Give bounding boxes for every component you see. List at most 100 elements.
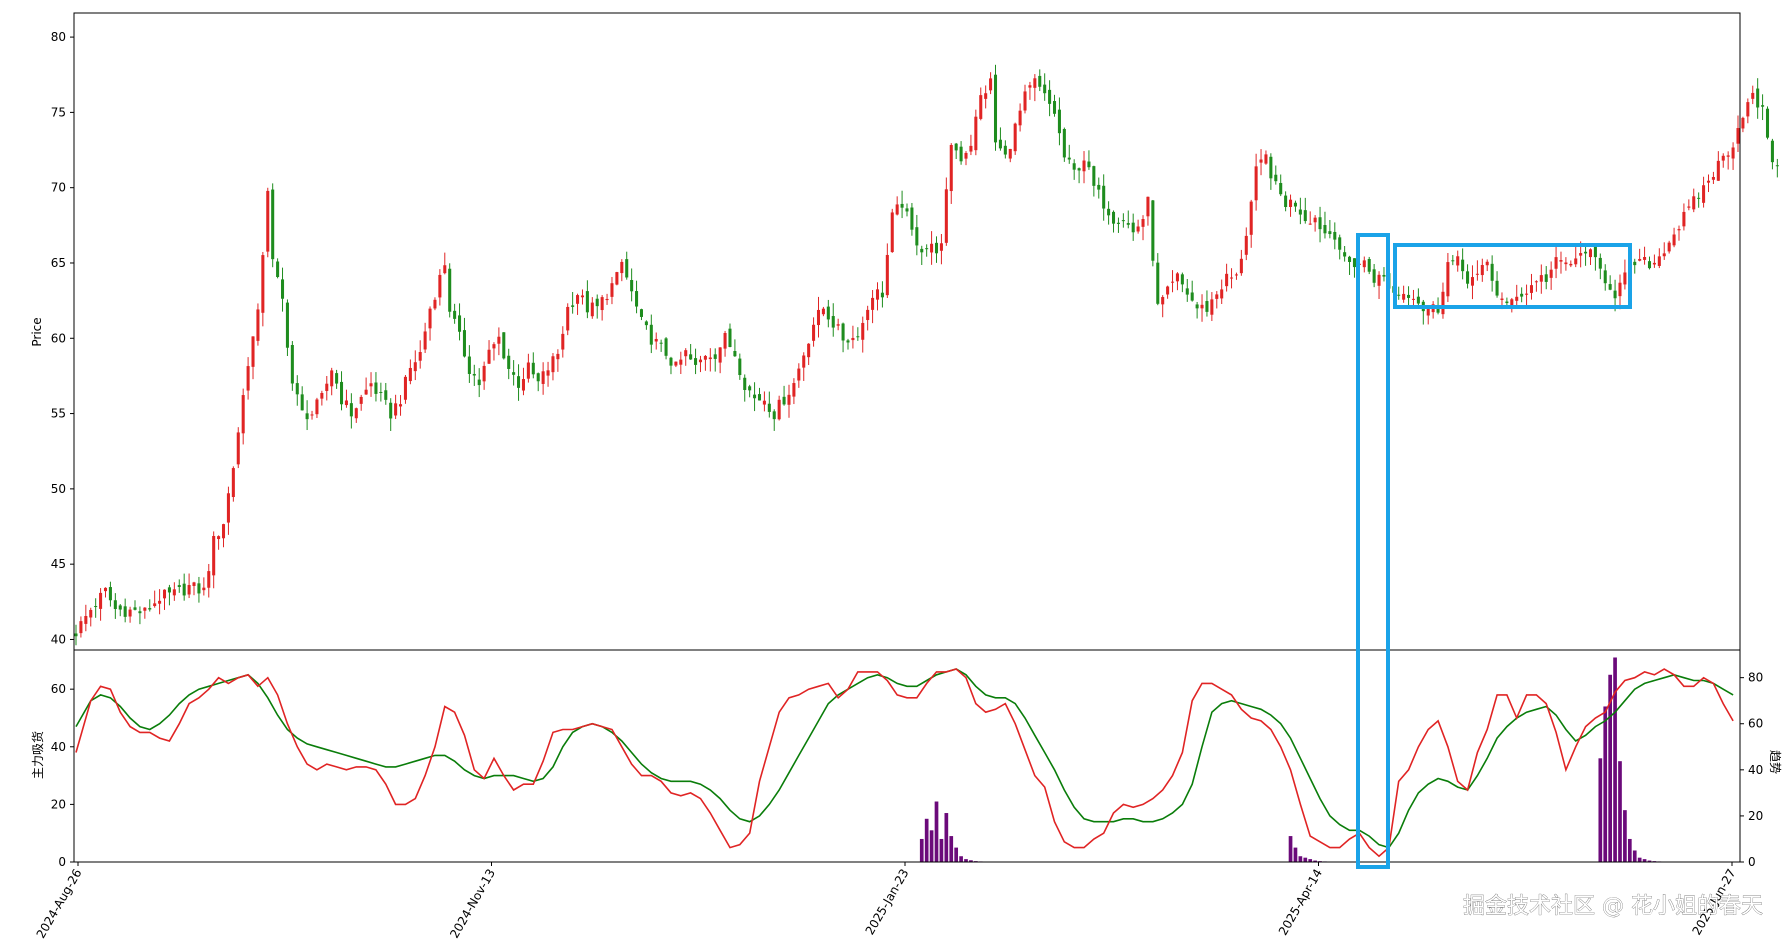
candle-body xyxy=(512,372,516,375)
candle-body xyxy=(1618,282,1622,297)
candle-body xyxy=(954,143,958,151)
accumulation-bar xyxy=(1298,856,1303,862)
candle-body xyxy=(871,297,875,310)
candle-body xyxy=(482,365,486,382)
candle-body xyxy=(664,338,668,356)
candle-body xyxy=(1003,145,1007,155)
candle-body xyxy=(979,95,983,119)
candle-body xyxy=(1092,166,1096,186)
candle-body xyxy=(1495,280,1499,296)
candle-body xyxy=(846,340,850,343)
indicator-left-y-ticks: 0 20 40 60 xyxy=(51,682,74,869)
candle-body xyxy=(605,298,609,301)
main-line-series xyxy=(75,668,1734,858)
candle-body xyxy=(1062,128,1066,158)
indicator-left-y-axis-label: 主力吸货 xyxy=(30,731,45,779)
candle-body xyxy=(379,391,383,393)
candle-body xyxy=(703,355,707,360)
candle-body xyxy=(580,295,584,298)
candle-body xyxy=(354,408,358,419)
candle-body xyxy=(261,255,265,313)
candle-body xyxy=(541,371,545,384)
candle-body xyxy=(310,414,314,416)
candle-body xyxy=(836,324,840,326)
candle-body xyxy=(1765,108,1770,138)
candle-body xyxy=(1028,85,1032,88)
candle-body xyxy=(984,93,988,99)
candle-body xyxy=(335,373,339,384)
candle-body xyxy=(443,265,447,274)
price-tick-label: 65 xyxy=(51,256,66,270)
candle-body xyxy=(974,116,978,151)
accumulation-bar xyxy=(924,818,929,862)
candle-body xyxy=(1220,289,1224,299)
candle-body xyxy=(1333,231,1337,240)
accumulation-bar xyxy=(934,801,939,862)
candle-body xyxy=(1775,165,1779,167)
candle-body xyxy=(595,298,599,307)
candle-body xyxy=(1470,277,1474,286)
candle-body xyxy=(290,344,294,384)
price-tick-label: 80 xyxy=(51,30,66,44)
accumulation-bar xyxy=(1618,761,1622,862)
candle-body xyxy=(1520,293,1524,297)
candle-body xyxy=(1225,273,1229,287)
candle-body xyxy=(231,468,235,498)
candle-body xyxy=(915,227,919,246)
candle-body xyxy=(659,342,663,344)
candle-body xyxy=(521,379,525,391)
candle-body xyxy=(1141,219,1145,227)
candle-body xyxy=(1741,117,1745,129)
accumulation-bar xyxy=(959,856,963,862)
trend-line-series xyxy=(75,668,1734,849)
candle-body xyxy=(153,603,157,607)
candle-body xyxy=(103,587,108,592)
candle-body xyxy=(197,583,201,594)
candle-body xyxy=(340,381,344,405)
candle-body xyxy=(1697,197,1701,199)
candle-body xyxy=(167,587,171,593)
candle-body xyxy=(1161,297,1165,305)
candle-body xyxy=(679,359,683,365)
candle-body xyxy=(517,376,521,388)
candle-body xyxy=(1180,274,1184,285)
candle-body xyxy=(369,383,373,387)
candle-body xyxy=(1087,161,1091,168)
candle-body xyxy=(934,242,939,254)
candle-body xyxy=(1033,78,1037,88)
candle-body xyxy=(1338,237,1342,250)
candle-body xyxy=(1151,200,1155,261)
price-tick-label: 75 xyxy=(51,105,66,119)
candle-body xyxy=(630,279,634,292)
candle-body xyxy=(1559,260,1563,262)
accumulation-bar xyxy=(1637,857,1642,862)
indicator-right-tick-label: 20 xyxy=(1748,809,1763,823)
candle-body xyxy=(1402,293,1406,300)
candle-body xyxy=(1308,223,1312,225)
candle-body xyxy=(1539,275,1543,282)
candle-body xyxy=(1525,293,1529,295)
candle-body xyxy=(477,379,481,386)
candle-body xyxy=(1436,305,1440,313)
candle-body xyxy=(964,152,968,159)
candle-body xyxy=(1756,88,1760,108)
candle-body xyxy=(1692,196,1696,210)
candle-body xyxy=(433,299,437,309)
candle-body xyxy=(866,309,870,321)
candle-body xyxy=(1298,209,1302,215)
candle-body xyxy=(1121,220,1125,222)
candle-body xyxy=(674,361,678,366)
price-tick-label: 55 xyxy=(51,407,66,421)
candle-body xyxy=(989,78,993,91)
candle-body xyxy=(1249,201,1253,235)
candle-body xyxy=(723,332,727,349)
candle-body xyxy=(797,368,801,381)
indicator-right-y-axis-label: 趋势 xyxy=(1768,750,1782,774)
candle-body xyxy=(694,358,698,365)
candle-body xyxy=(1569,263,1573,266)
candle-body xyxy=(1426,308,1430,316)
candle-body xyxy=(1534,281,1538,283)
candle-body xyxy=(1254,166,1258,201)
candle-body xyxy=(1171,281,1175,283)
candle-body xyxy=(644,321,648,326)
